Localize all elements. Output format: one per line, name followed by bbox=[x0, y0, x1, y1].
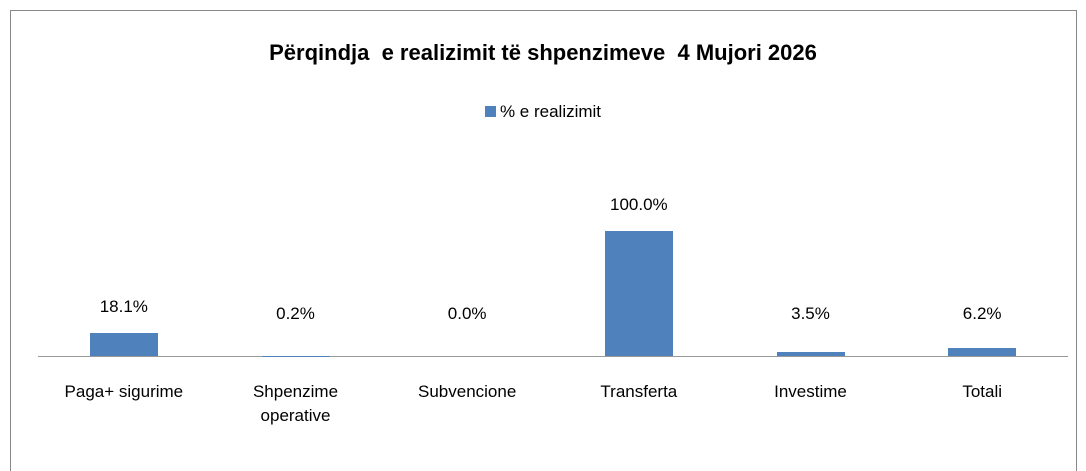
bar bbox=[777, 352, 845, 356]
bar bbox=[948, 348, 1016, 356]
x-tick-label: Investime bbox=[741, 380, 881, 404]
x-tick-label: Subvencione bbox=[397, 380, 537, 404]
data-label: 6.2% bbox=[912, 304, 1052, 324]
bar bbox=[605, 231, 673, 356]
data-label: 18.1% bbox=[54, 297, 194, 317]
legend-swatch bbox=[485, 106, 496, 117]
x-tick-label: Paga+ sigurime bbox=[54, 380, 194, 404]
bar bbox=[90, 333, 158, 356]
data-label: 100.0% bbox=[569, 195, 709, 215]
x-tick-label: Transferta bbox=[569, 380, 709, 404]
chart-title: Përqindja e realizimit të shpenzimeve 4 … bbox=[0, 40, 1086, 66]
data-label: 0.0% bbox=[397, 304, 537, 324]
x-axis bbox=[38, 356, 1068, 357]
data-label: 3.5% bbox=[741, 304, 881, 324]
data-label: 0.2% bbox=[226, 304, 366, 324]
x-tick-label: Shpenzime operative bbox=[226, 380, 366, 428]
legend: % e realizimit bbox=[0, 102, 1086, 122]
legend-label: % e realizimit bbox=[500, 102, 601, 121]
page: Përqindja e realizimit të shpenzimeve 4 … bbox=[0, 0, 1086, 450]
x-tick-label: Totali bbox=[912, 380, 1052, 404]
